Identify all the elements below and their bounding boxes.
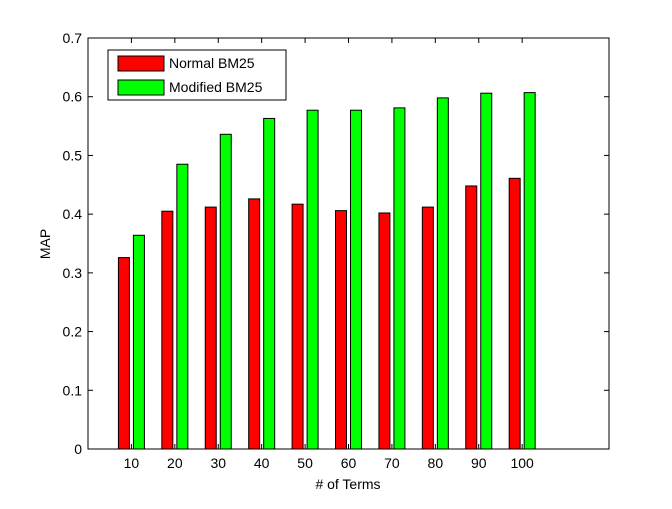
y-tick-label: 0.7 <box>63 30 83 46</box>
y-axis-label: MAP <box>37 229 53 259</box>
bar-modified-bm25-40 <box>263 117 276 450</box>
legend-swatch-normal-bm25 <box>117 55 165 72</box>
bar-normal-bm25-60 <box>335 210 347 450</box>
bar-modified-bm25-80 <box>436 97 449 450</box>
y-tick-label: 0.1 <box>63 382 83 398</box>
x-tick-label: 40 <box>254 455 270 471</box>
x-tick-label: 30 <box>210 455 226 471</box>
legend-label-normal-bm25: Normal BM25 <box>169 55 255 71</box>
bar-modified-bm25-10 <box>132 234 145 450</box>
y-tick-label: 0.3 <box>63 265 83 281</box>
y-tick-label: 0.4 <box>63 206 83 222</box>
bar-modified-bm25-20 <box>176 163 189 450</box>
x-axis-label: # of Terms <box>315 476 380 492</box>
bar-normal-bm25-20 <box>161 210 174 450</box>
x-tick-label: 70 <box>384 455 400 471</box>
bar-modified-bm25-30 <box>219 133 232 450</box>
x-tick-label: 100 <box>510 455 534 471</box>
bar-modified-bm25-50 <box>306 109 319 450</box>
bar-modified-bm25-60 <box>350 109 362 450</box>
bar-normal-bm25-90 <box>465 185 478 450</box>
x-tick-label: 10 <box>124 455 140 471</box>
legend-swatch-modified-bm25 <box>117 79 165 96</box>
x-tick-label: 20 <box>167 455 183 471</box>
bar-normal-bm25-70 <box>378 212 391 450</box>
x-tick-label: 80 <box>428 455 444 471</box>
bar-modified-bm25-70 <box>393 107 406 450</box>
x-tick-label: 50 <box>297 455 313 471</box>
y-tick-label: 0.2 <box>63 324 83 340</box>
y-tick-label: 0 <box>74 441 82 457</box>
y-tick-label: 0.5 <box>63 147 83 163</box>
bar-normal-bm25-50 <box>291 203 304 450</box>
bar-normal-bm25-10 <box>117 257 130 450</box>
bar-modified-bm25-100 <box>523 92 536 450</box>
bar-normal-bm25-30 <box>204 206 217 450</box>
plot-area <box>88 38 609 449</box>
bar-normal-bm25-80 <box>421 206 434 450</box>
legend-label-modified-bm25: Modified BM25 <box>169 79 263 95</box>
x-tick-label: 60 <box>341 455 357 471</box>
x-tick-label: 90 <box>471 455 487 471</box>
bar-normal-bm25-40 <box>248 198 261 450</box>
ticks-layer: 10 20 30 40 50 60 70 80 90 100 0 0.1 0.2 0.3 0.4 0.5 0.6… <box>63 30 609 471</box>
bar-modified-bm25-90 <box>480 92 493 450</box>
bar-normal-bm25-100 <box>508 177 521 450</box>
legend: Normal BM25 Modified BM25 <box>107 49 287 101</box>
y-tick-label: 0.6 <box>63 89 83 105</box>
